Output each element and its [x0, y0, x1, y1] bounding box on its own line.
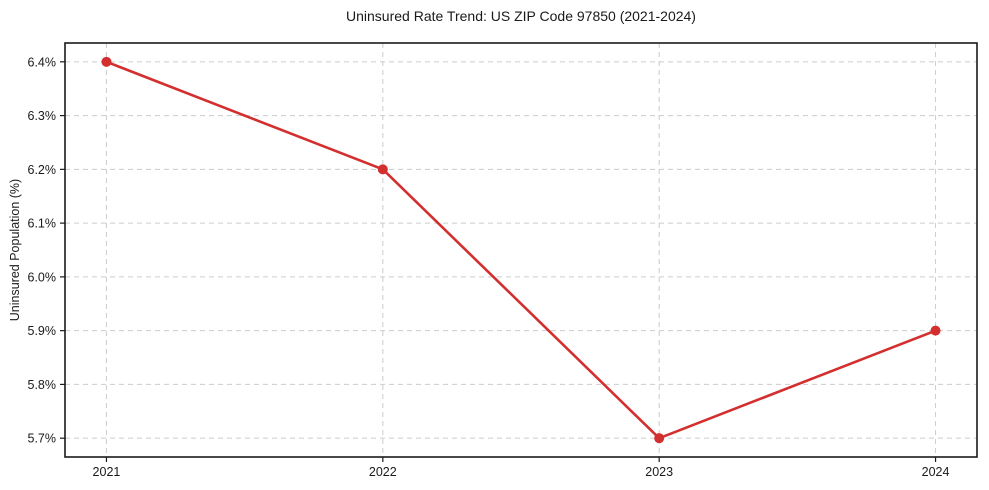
- data-point-marker-2021: [101, 56, 112, 67]
- y-tick-label: 6.0%: [28, 270, 57, 284]
- plot-border: [64, 42, 978, 458]
- x-tick-label: 2023: [645, 465, 673, 479]
- y-tick-label: 6.1%: [28, 217, 57, 231]
- chart-title: Uninsured Rate Trend: US ZIP Code 97850 …: [346, 8, 696, 24]
- x-tick-label: 2021: [93, 465, 121, 479]
- y-tick-label: 5.8%: [28, 378, 57, 392]
- x-tick-label: 2024: [922, 465, 950, 479]
- y-tick-label: 6.2%: [28, 163, 57, 177]
- data-point-marker-2024: [930, 325, 941, 336]
- trend-line: [105, 60, 937, 440]
- y-tick-label: 6.4%: [28, 55, 57, 69]
- x-tick-label: 2022: [369, 465, 397, 479]
- y-tick-label: 5.9%: [28, 324, 57, 338]
- y-tick-label: 6.3%: [28, 109, 57, 123]
- y-tick-label: 5.7%: [28, 432, 57, 446]
- data-point-marker-2022: [377, 164, 388, 175]
- data-point-marker-2023: [654, 433, 665, 444]
